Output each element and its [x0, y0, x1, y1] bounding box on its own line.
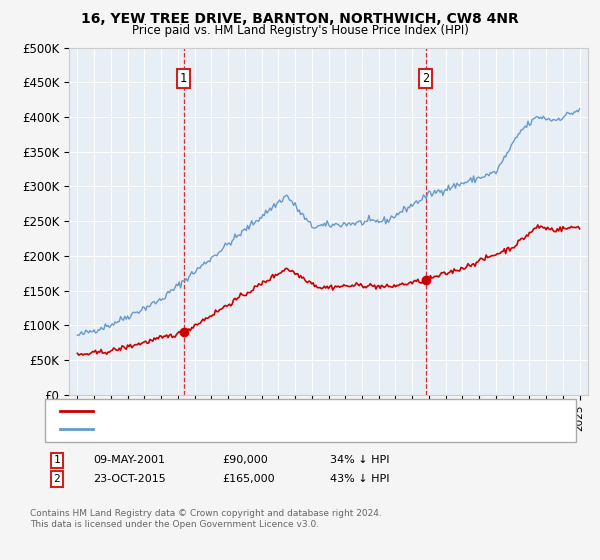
Text: Price paid vs. HM Land Registry's House Price Index (HPI): Price paid vs. HM Land Registry's House … [131, 24, 469, 36]
Text: 23-OCT-2015: 23-OCT-2015 [93, 474, 166, 484]
Text: 16, YEW TREE DRIVE, BARNTON, NORTHWICH, CW8 4NR (detached house): 16, YEW TREE DRIVE, BARNTON, NORTHWICH, … [99, 406, 470, 416]
Text: 16, YEW TREE DRIVE, BARNTON, NORTHWICH, CW8 4NR: 16, YEW TREE DRIVE, BARNTON, NORTHWICH, … [81, 12, 519, 26]
Text: 2: 2 [53, 474, 61, 484]
Text: £90,000: £90,000 [222, 455, 268, 465]
Text: 1: 1 [180, 72, 187, 85]
Text: 34% ↓ HPI: 34% ↓ HPI [330, 455, 389, 465]
Text: This data is licensed under the Open Government Licence v3.0.: This data is licensed under the Open Gov… [30, 520, 319, 529]
Text: HPI: Average price, detached house, Cheshire West and Chester: HPI: Average price, detached house, Ches… [99, 424, 419, 434]
Text: 09-MAY-2001: 09-MAY-2001 [93, 455, 165, 465]
Text: £165,000: £165,000 [222, 474, 275, 484]
Text: 1: 1 [53, 455, 61, 465]
Text: Contains HM Land Registry data © Crown copyright and database right 2024.: Contains HM Land Registry data © Crown c… [30, 509, 382, 518]
Text: 43% ↓ HPI: 43% ↓ HPI [330, 474, 389, 484]
Text: 2: 2 [422, 72, 430, 85]
